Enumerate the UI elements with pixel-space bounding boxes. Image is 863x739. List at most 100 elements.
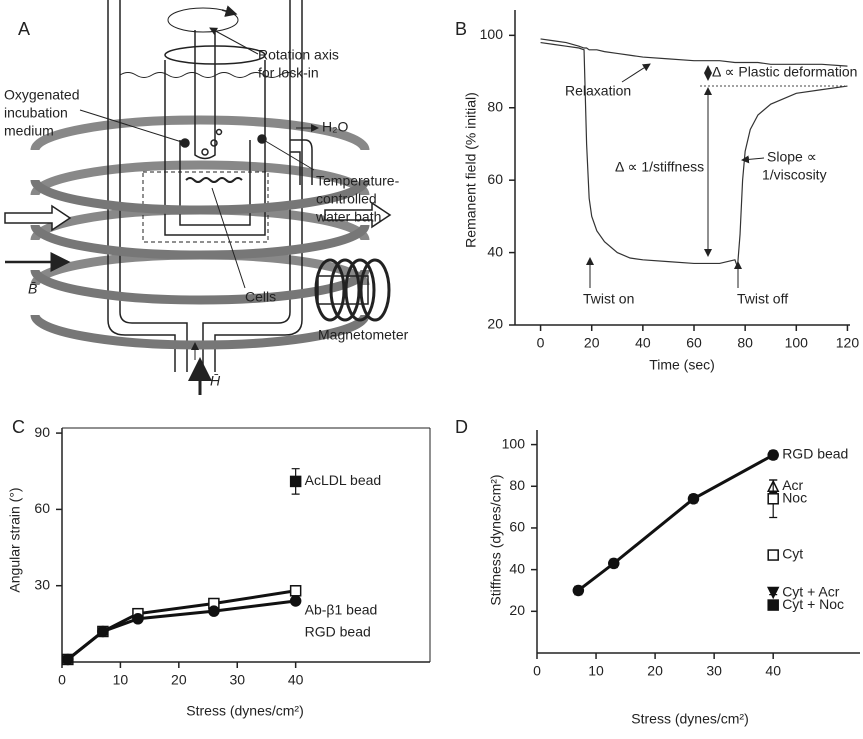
series-label: Ab-β1 bead bbox=[305, 601, 378, 617]
annotation: 1/viscosity bbox=[762, 167, 827, 183]
vessel-wall bbox=[202, 0, 291, 372]
data-point bbox=[572, 584, 585, 597]
field-arrow bbox=[4, 204, 72, 232]
series-label: RGD bead bbox=[782, 446, 848, 462]
leader bbox=[209, 27, 259, 55]
data-point bbox=[289, 585, 302, 597]
series-label: Cyt + Acr bbox=[782, 583, 840, 599]
leader bbox=[211, 187, 246, 289]
diagram-label: H̄ bbox=[210, 373, 221, 389]
data-point bbox=[132, 613, 144, 625]
apparatus-diagram bbox=[4, 0, 392, 395]
vessel-wall bbox=[107, 0, 176, 372]
bubble bbox=[210, 139, 218, 147]
data-line bbox=[66, 589, 296, 661]
coil bbox=[30, 179, 370, 215]
y-axis-label: Remanent field (% initial) bbox=[463, 92, 479, 248]
y-tick-label: 20 bbox=[487, 316, 503, 332]
vessel-wall bbox=[119, 0, 188, 372]
annotation-arrow bbox=[621, 63, 651, 83]
series-label: Cyt bbox=[782, 546, 803, 562]
diagram-label: controlled bbox=[316, 191, 377, 207]
diagram-label: water bath bbox=[315, 209, 381, 225]
cell-dish bbox=[179, 140, 251, 226]
x-tick-label: 40 bbox=[765, 663, 781, 679]
annotation: Twist off bbox=[737, 291, 788, 307]
leader bbox=[261, 138, 315, 171]
x-tick-label: 60 bbox=[686, 335, 702, 351]
x-axis-label: Time (sec) bbox=[649, 357, 715, 373]
diagram-label: B̄ bbox=[28, 281, 37, 297]
y-tick-label: 80 bbox=[509, 477, 525, 493]
x-tick-label: 0 bbox=[533, 663, 541, 679]
diagram-label: Magnetometer bbox=[318, 327, 409, 343]
series-label: RGD bead bbox=[305, 624, 371, 640]
y-tick-label: 100 bbox=[502, 435, 526, 451]
magnetometer-coil bbox=[359, 258, 391, 322]
water-outlet bbox=[290, 151, 301, 185]
magnetometer-coil bbox=[329, 258, 361, 322]
data-point bbox=[289, 595, 302, 607]
data-point bbox=[687, 493, 700, 505]
cells bbox=[185, 177, 243, 183]
data-point bbox=[62, 653, 74, 666]
annotation: Relaxation bbox=[565, 83, 631, 99]
x-tick-label: 10 bbox=[113, 672, 129, 688]
x-tick-label: 80 bbox=[737, 335, 753, 351]
bubble bbox=[215, 128, 223, 136]
y-tick-label: 40 bbox=[509, 560, 525, 576]
x-tick-label: 20 bbox=[647, 663, 663, 679]
magnetometer-coil bbox=[314, 258, 346, 322]
data-point bbox=[608, 557, 620, 570]
annotation: Δ ∝ 1/stiffness bbox=[615, 159, 704, 175]
y-tick-label: 40 bbox=[487, 243, 503, 259]
x-tick-label: 0 bbox=[537, 335, 545, 351]
data-point bbox=[767, 449, 779, 461]
panel-label: B bbox=[455, 19, 467, 39]
water-outlet bbox=[290, 139, 313, 185]
leader-dot bbox=[257, 134, 267, 144]
panel-label: D bbox=[455, 417, 468, 437]
data-point bbox=[767, 599, 779, 611]
y-tick-label: 20 bbox=[509, 602, 525, 618]
chamber bbox=[164, 60, 266, 236]
series-label: Acr bbox=[782, 477, 803, 493]
annotation: Δ ∝ Plastic deformation bbox=[712, 64, 857, 80]
diagram-label: Rotation axis bbox=[258, 47, 339, 63]
x-tick-label: 120 bbox=[836, 335, 860, 351]
x-tick-label: 100 bbox=[785, 335, 809, 351]
x-tick-label: 20 bbox=[584, 335, 600, 351]
x-tick-label: 40 bbox=[635, 335, 651, 351]
bubble bbox=[201, 148, 209, 156]
x-tick-label: 40 bbox=[288, 672, 304, 688]
x-axis-label: Stress (dynes/cm²) bbox=[631, 711, 748, 727]
y-tick-label: 100 bbox=[480, 26, 504, 42]
diagram-label: Oxygenated bbox=[4, 87, 80, 103]
leader-dot bbox=[180, 138, 190, 148]
diagram-label: Temperature- bbox=[316, 173, 400, 189]
y-tick-label: 90 bbox=[34, 424, 50, 440]
coil bbox=[30, 224, 370, 260]
data-line bbox=[540, 41, 848, 268]
y-tick-label: 60 bbox=[509, 519, 525, 535]
data-point bbox=[766, 586, 780, 600]
coil-back bbox=[30, 115, 370, 151]
data-point bbox=[97, 625, 109, 638]
x-tick-label: 0 bbox=[58, 672, 66, 688]
field-arrow bbox=[324, 201, 392, 229]
diagram-label: Cells bbox=[245, 289, 276, 305]
series-label: Noc bbox=[782, 489, 807, 505]
rotation-loop bbox=[167, 7, 239, 33]
data-point bbox=[767, 493, 779, 505]
y-axis-label: Angular strain (°) bbox=[7, 487, 23, 592]
data-line bbox=[577, 453, 774, 592]
y-tick-label: 60 bbox=[487, 171, 503, 187]
rotation-arrow bbox=[221, 5, 238, 17]
magnetometer-coil bbox=[344, 258, 376, 322]
coil bbox=[30, 314, 370, 350]
x-axis-label: Stress (dynes/cm²) bbox=[186, 703, 303, 719]
diagram-label: medium bbox=[4, 123, 54, 139]
gas-pipe bbox=[194, 30, 216, 160]
panel-label: A bbox=[18, 19, 30, 39]
